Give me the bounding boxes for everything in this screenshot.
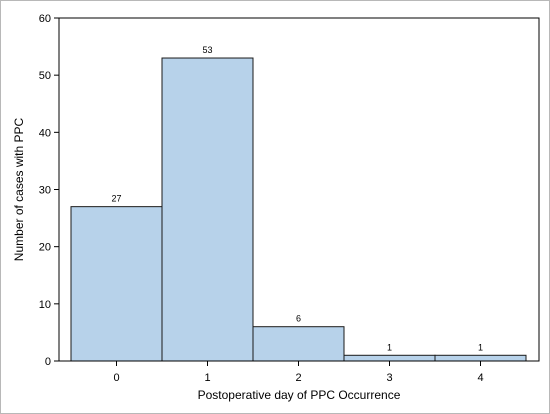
- x-tick-label-4: 4: [477, 372, 483, 384]
- bar-1: [161, 57, 254, 362]
- y-tick-label-30: 30: [39, 185, 51, 197]
- x-tick-label-2: 2: [295, 372, 301, 384]
- data-label-3: 1: [387, 342, 392, 352]
- data-label-0: 27: [111, 194, 121, 204]
- x-tick-label-3: 3: [386, 372, 392, 384]
- data-label-4: 1: [478, 342, 483, 352]
- y-axis: 0 10 20 30 40 50 60: [39, 13, 59, 368]
- y-tick-label-0: 0: [45, 356, 51, 368]
- y-tick-label-50: 50: [39, 70, 51, 82]
- data-labels-group: 27 53 6 1 1: [111, 45, 483, 352]
- data-label-2: 6: [296, 314, 301, 324]
- bar-3: [343, 354, 436, 362]
- bar-4: [434, 354, 527, 362]
- y-tick-label-10: 10: [39, 299, 51, 311]
- data-label-1: 53: [202, 45, 212, 55]
- x-axis: 0 1 2 3 4: [113, 361, 484, 384]
- y-tick-label-20: 20: [39, 242, 51, 254]
- bar-0: [70, 206, 163, 362]
- y-tick-label-40: 40: [39, 127, 51, 139]
- y-tick-label-60: 60: [39, 13, 51, 25]
- y-axis-title: Number of cases with PPC: [12, 117, 26, 261]
- plot-frame: [58, 17, 540, 362]
- bar-2: [252, 326, 345, 362]
- x-tick-label-0: 0: [113, 372, 119, 384]
- x-tick-label-1: 1: [204, 372, 210, 384]
- bars-group: [70, 57, 527, 362]
- x-axis-title: Postoperative day of PPC Occurrence: [198, 388, 401, 402]
